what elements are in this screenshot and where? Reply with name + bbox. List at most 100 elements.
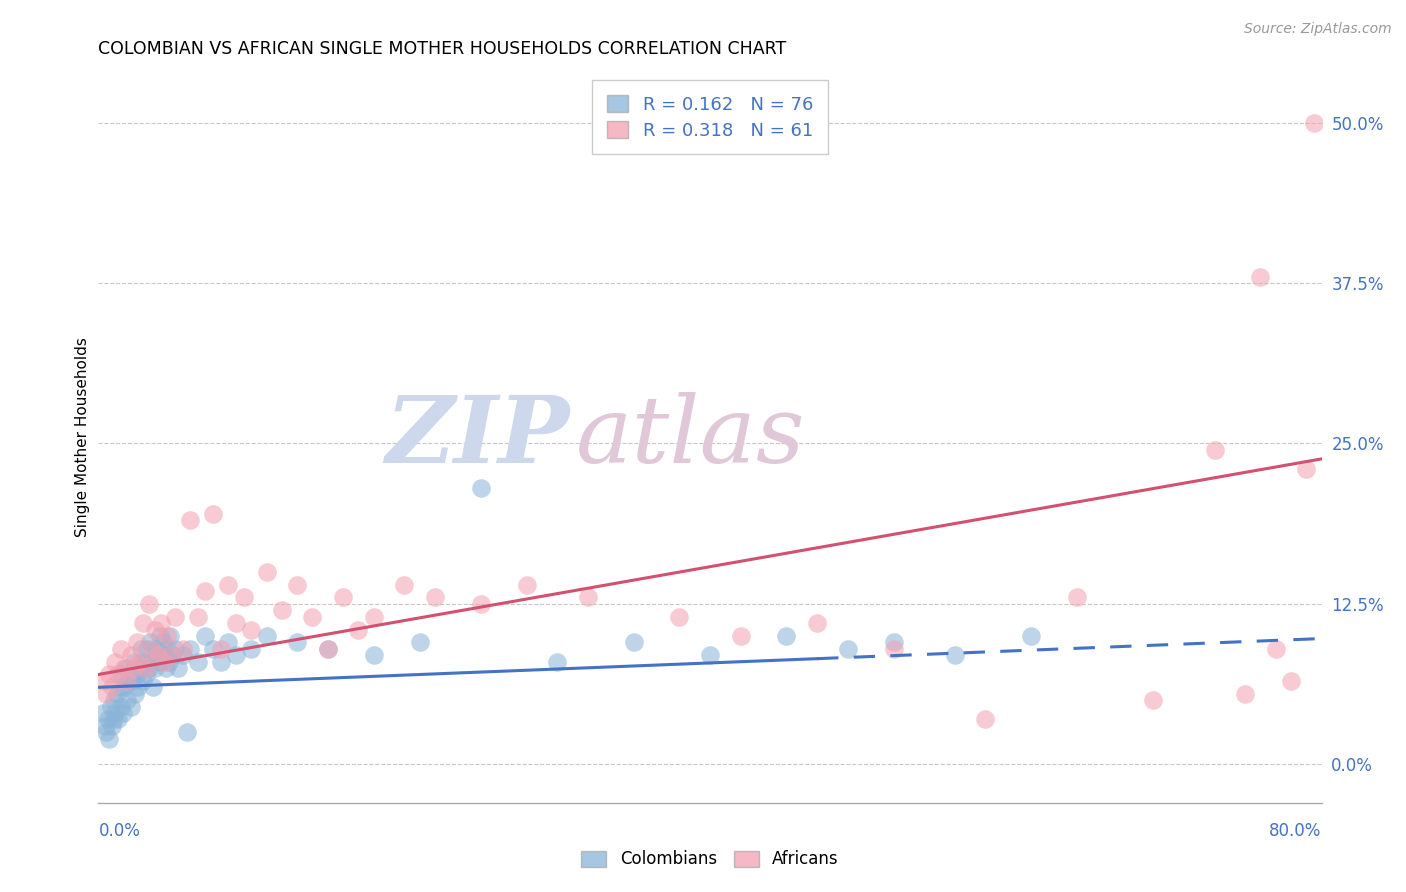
Point bbox=[1204, 442, 1226, 457]
Point bbox=[145, 641, 167, 656]
Point bbox=[1303, 116, 1326, 130]
Point bbox=[1249, 269, 1271, 284]
Point bbox=[120, 699, 142, 714]
Point bbox=[316, 641, 339, 656]
Point bbox=[225, 616, 247, 631]
Point bbox=[135, 661, 157, 675]
Point bbox=[156, 641, 179, 656]
Point bbox=[217, 635, 239, 649]
Point bbox=[217, 577, 239, 591]
Point bbox=[111, 706, 134, 720]
Point bbox=[142, 681, 165, 695]
Point bbox=[187, 655, 209, 669]
Point bbox=[110, 641, 132, 656]
Point bbox=[408, 635, 430, 649]
Point bbox=[139, 635, 162, 649]
Point bbox=[129, 641, 152, 656]
Point bbox=[138, 661, 160, 675]
Point bbox=[127, 681, 149, 695]
Point bbox=[146, 648, 169, 663]
Point bbox=[240, 623, 263, 637]
Point bbox=[98, 667, 121, 681]
Text: Source: ZipAtlas.com: Source: ZipAtlas.com bbox=[1244, 22, 1392, 37]
Point bbox=[160, 648, 183, 663]
Point bbox=[94, 725, 117, 739]
Point bbox=[668, 609, 690, 624]
Point bbox=[232, 591, 254, 605]
Point bbox=[122, 655, 145, 669]
Point bbox=[546, 655, 568, 669]
Text: COLOMBIAN VS AFRICAN SINGLE MOTHER HOUSEHOLDS CORRELATION CHART: COLOMBIAN VS AFRICAN SINGLE MOTHER HOUSE… bbox=[98, 40, 787, 58]
Point bbox=[110, 667, 132, 681]
Point bbox=[93, 719, 115, 733]
Point bbox=[138, 597, 160, 611]
Point bbox=[134, 655, 156, 669]
Point bbox=[1295, 462, 1317, 476]
Point bbox=[225, 648, 247, 663]
Text: 0.0%: 0.0% bbox=[98, 822, 141, 839]
Point bbox=[159, 648, 181, 663]
Point bbox=[103, 693, 125, 707]
Point bbox=[806, 616, 828, 631]
Point bbox=[122, 661, 145, 675]
Point bbox=[363, 648, 385, 663]
Point bbox=[423, 591, 446, 605]
Point bbox=[136, 641, 159, 656]
Point bbox=[112, 661, 135, 675]
Y-axis label: Single Mother Households: Single Mother Households bbox=[75, 337, 90, 537]
Point bbox=[163, 641, 186, 656]
Point bbox=[107, 667, 129, 681]
Point bbox=[104, 655, 127, 669]
Point bbox=[153, 648, 176, 663]
Point bbox=[270, 603, 292, 617]
Text: ZIP: ZIP bbox=[385, 392, 569, 482]
Point bbox=[103, 712, 125, 726]
Point bbox=[392, 577, 416, 591]
Point bbox=[98, 731, 121, 746]
Point bbox=[153, 655, 176, 669]
Point bbox=[172, 648, 194, 663]
Text: atlas: atlas bbox=[575, 392, 806, 482]
Point bbox=[837, 641, 859, 656]
Point bbox=[1264, 641, 1286, 656]
Point bbox=[120, 648, 142, 663]
Point bbox=[285, 635, 308, 649]
Point bbox=[194, 629, 217, 643]
Point bbox=[100, 699, 122, 714]
Point bbox=[143, 661, 166, 675]
Point bbox=[332, 591, 354, 605]
Point bbox=[91, 673, 114, 688]
Point bbox=[121, 673, 143, 688]
Point bbox=[146, 648, 169, 663]
Point bbox=[97, 712, 120, 726]
Point bbox=[141, 641, 163, 656]
Point bbox=[187, 609, 209, 624]
Point bbox=[143, 623, 166, 637]
Point bbox=[150, 655, 173, 669]
Point bbox=[115, 661, 138, 675]
Point bbox=[94, 687, 117, 701]
Point bbox=[240, 641, 263, 656]
Point bbox=[775, 629, 797, 643]
Point bbox=[470, 482, 492, 496]
Point bbox=[152, 635, 174, 649]
Point bbox=[176, 725, 198, 739]
Point bbox=[347, 623, 370, 637]
Point bbox=[943, 648, 966, 663]
Point bbox=[202, 641, 225, 656]
Point bbox=[156, 629, 179, 643]
Point bbox=[107, 712, 129, 726]
Point bbox=[157, 655, 180, 669]
Point bbox=[104, 706, 127, 720]
Point bbox=[108, 681, 131, 695]
Point bbox=[363, 609, 385, 624]
Point bbox=[699, 648, 721, 663]
Point bbox=[117, 693, 139, 707]
Text: 80.0%: 80.0% bbox=[1270, 822, 1322, 839]
Point bbox=[209, 655, 232, 669]
Point bbox=[516, 577, 538, 591]
Point bbox=[470, 597, 492, 611]
Point bbox=[883, 641, 905, 656]
Point bbox=[194, 584, 217, 599]
Point bbox=[112, 681, 135, 695]
